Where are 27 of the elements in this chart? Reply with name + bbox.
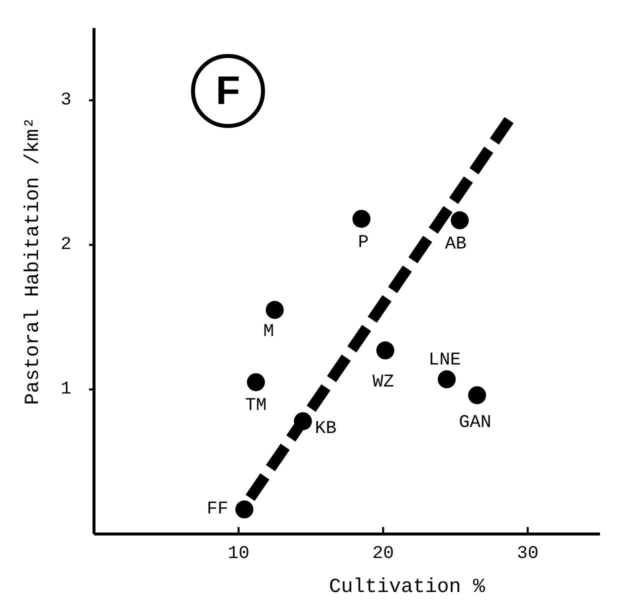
annotation: KB (314, 419, 337, 440)
y-tick-label: 3 (60, 90, 72, 110)
annotation: TM (245, 396, 267, 416)
x-tick-label: 20 (372, 544, 394, 564)
annotation: M (263, 322, 274, 342)
annotation: WZ (372, 372, 394, 392)
annotation: F (216, 69, 240, 113)
y-tick-label: 2 (60, 234, 72, 255)
point (266, 300, 284, 319)
point (450, 211, 469, 230)
point (294, 412, 312, 430)
point (468, 386, 486, 404)
point (352, 210, 370, 228)
annotation: P (358, 232, 369, 253)
x-tick-label: 10 (228, 544, 250, 564)
y-axis-title: Pastoral Habitation /km² (22, 116, 45, 406)
point (246, 373, 265, 392)
annotation: FF (206, 499, 228, 520)
annotation: AB (444, 234, 467, 254)
x-axis-title: Cultivation % (328, 576, 486, 599)
point (235, 500, 254, 518)
point (376, 341, 394, 360)
x-tick-label: 30 (516, 544, 539, 564)
y-tick-label: 1 (60, 379, 72, 400)
annotation: GAN (458, 413, 492, 434)
point (438, 370, 456, 388)
annotation: LNE (428, 350, 461, 370)
